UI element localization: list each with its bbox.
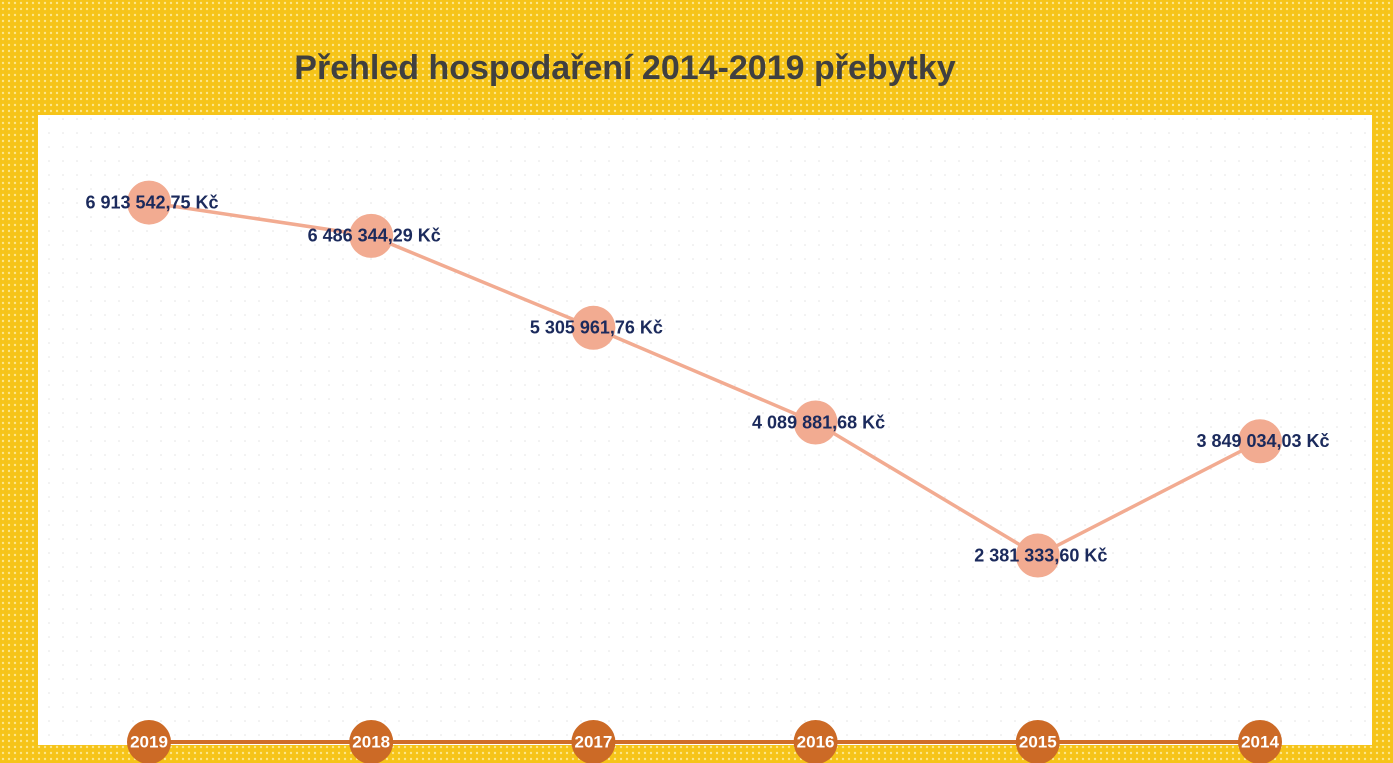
line [148,200,1261,558]
marker [571,305,616,350]
x-tick-label: 2016 [797,732,835,751]
marker [1238,419,1282,464]
x-tick-marker [1015,720,1060,763]
data-label: 6 486 344,29 Kč [308,226,441,246]
x-tick-marker [793,720,838,763]
x-tick-marker [1238,720,1282,763]
data-label: 4 089 881,68 Kč [752,412,885,432]
data-label: 2 381 333,60 Kč [974,545,1107,565]
marker [1015,533,1060,578]
data-label: 6 913 542,75 Kč [85,192,218,212]
data-label: 5 305 961,76 Kč [530,318,663,338]
chart-title: Přehled hospodaření 2014-2019 přebytky [294,49,955,87]
x-tick-label: 2018 [352,732,390,751]
x-tick-label: 2017 [574,732,612,751]
marker [349,213,394,258]
x-tick-marker [127,720,171,763]
data-label: 3 849 034,03 Kč [1196,431,1329,451]
plot-area [38,115,1372,745]
marker [793,400,838,445]
x-tick-marker [571,720,616,763]
marker [127,180,171,225]
x-tick-label: 2019 [130,732,168,751]
x-tick-label: 2014 [1241,732,1279,751]
x-tick-label: 2015 [1019,732,1057,751]
x-tick-marker [349,720,394,763]
